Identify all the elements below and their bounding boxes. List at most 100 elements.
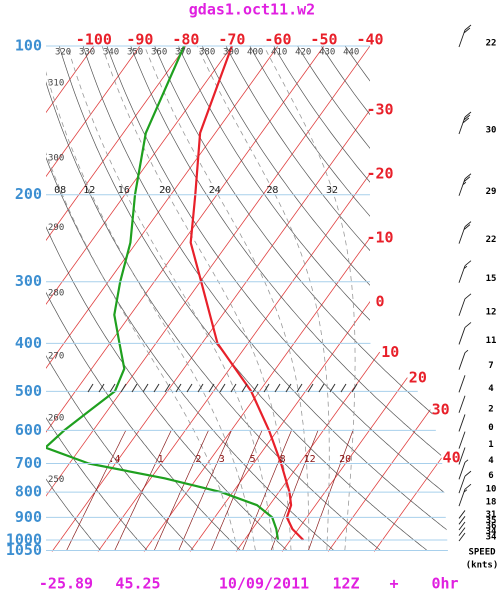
- wind-speed: 4: [488, 384, 494, 394]
- dry-adiabat: [58, 46, 428, 551]
- dry-adiabat-label: 250: [48, 475, 64, 485]
- dry-adiabat: [46, 46, 241, 551]
- moist-adiabat-label: 12: [83, 185, 95, 196]
- wind-speed: 30: [486, 125, 497, 135]
- dry-adiabat-label: 370: [175, 48, 191, 58]
- wind-speed: 12: [486, 307, 497, 317]
- dry-adiabat: [46, 46, 335, 551]
- dry-adiabat-label: 430: [319, 48, 335, 58]
- isotherm: [46, 46, 95, 552]
- hatch: [98, 383, 105, 393]
- dry-adiabat-label: 330: [79, 48, 95, 58]
- wind-speed: 36: [486, 522, 497, 532]
- mixing-ratio-line: [242, 430, 292, 551]
- mixing-ratio-line: [66, 430, 127, 551]
- x-tick-label: -90: [126, 31, 153, 49]
- time: 12Z: [332, 575, 359, 592]
- isotherm: [46, 46, 141, 552]
- x-tick-label: -30: [366, 101, 393, 119]
- dry-adiabat-label: 320: [55, 48, 71, 58]
- hatch: [164, 383, 171, 393]
- y-tick-label: 400: [15, 334, 42, 352]
- moist-adiabat: [101, 46, 292, 551]
- dry-adiabat: [297, 46, 448, 551]
- dry-adiabat: [344, 46, 448, 551]
- y-tick-label: 1050: [6, 541, 42, 559]
- wind-barb: [458, 470, 472, 494]
- hatch: [351, 383, 358, 393]
- hatch: [208, 383, 215, 393]
- dry-adiabat: [46, 46, 148, 551]
- hatch: [120, 383, 127, 393]
- plus-sign: +: [389, 575, 398, 592]
- forecast-hour: 0hr: [431, 575, 458, 592]
- wind-barb: [458, 483, 472, 507]
- dry-adiabat-label: 360: [151, 48, 167, 58]
- x-tick-label: -60: [264, 31, 291, 49]
- hatch: [296, 383, 303, 393]
- y-tick-label: 1000: [6, 531, 42, 549]
- dry-adiabat-label: 410: [271, 48, 287, 58]
- wind-title: SPEED: [468, 548, 496, 558]
- profile-line: [46, 46, 280, 541]
- hatch: [186, 383, 193, 393]
- wind-speed: 22: [486, 235, 497, 245]
- x-tick-label: 0: [375, 293, 384, 311]
- moist-adiabat: [144, 46, 310, 551]
- dry-adiabat: [273, 46, 448, 551]
- wind-speed: 1: [488, 440, 493, 450]
- moist-adiabat: [263, 46, 356, 551]
- hatch: [197, 383, 204, 393]
- dry-adiabat-label: 390: [223, 48, 239, 58]
- wind-barb: [458, 260, 472, 283]
- wind-barb: [458, 293, 472, 316]
- wind-barb: [458, 395, 466, 413]
- moist-adiabat: [67, 46, 274, 551]
- y-tick-label: 200: [15, 185, 42, 203]
- hatch: [340, 383, 347, 393]
- y-tick-label: 600: [15, 421, 42, 439]
- wind-speed: 31: [486, 510, 497, 520]
- mixing-ratio-label: 5: [250, 454, 256, 465]
- wind-speed: 7: [488, 361, 493, 371]
- y-tick-label: 800: [15, 483, 42, 501]
- isotherm: [189, 46, 448, 552]
- wind-speed: 11: [486, 336, 497, 346]
- wind-barb: [458, 24, 472, 48]
- mixing-ratio-line: [114, 430, 172, 551]
- mixing-ratio-label: 3: [219, 454, 225, 465]
- dry-adiabat-label: 440: [343, 48, 359, 58]
- dry-adiabat-label: 280: [48, 289, 64, 299]
- hatch: [230, 383, 237, 393]
- dry-adiabat: [46, 46, 101, 551]
- isotherm: [143, 46, 448, 552]
- hatch: [274, 383, 281, 393]
- hatch: [285, 383, 292, 393]
- wind-barb: [458, 527, 466, 536]
- isotherm: [46, 46, 371, 552]
- isotherm: [373, 46, 448, 552]
- mixing-ratio-label: .4: [109, 454, 121, 465]
- dry-adiabat-label: 350: [127, 48, 143, 58]
- isotherm: [51, 46, 417, 552]
- x-tick-label: -70: [218, 31, 245, 49]
- x-tick-label: 40: [443, 449, 461, 467]
- wind-barb: [458, 221, 472, 244]
- wind-barb: [458, 532, 466, 542]
- wind-speed: 0: [488, 423, 493, 433]
- wind-barb: [458, 349, 469, 370]
- x-tick-label: -100: [76, 31, 112, 49]
- mixing-ratio-label: 2: [195, 454, 201, 465]
- dry-adiabat: [225, 46, 448, 551]
- wind-speed: 34: [486, 533, 497, 543]
- dry-adiabat: [82, 46, 448, 551]
- hatch: [263, 383, 270, 393]
- wind-speed: 18: [486, 498, 497, 508]
- moist-adiabat-label: 28: [266, 185, 278, 196]
- hatch: [252, 383, 259, 393]
- wind-barb: [458, 447, 466, 465]
- wind-barb: [458, 431, 466, 449]
- y-tick-label: 100: [15, 37, 42, 55]
- x-tick-label: 20: [409, 369, 427, 387]
